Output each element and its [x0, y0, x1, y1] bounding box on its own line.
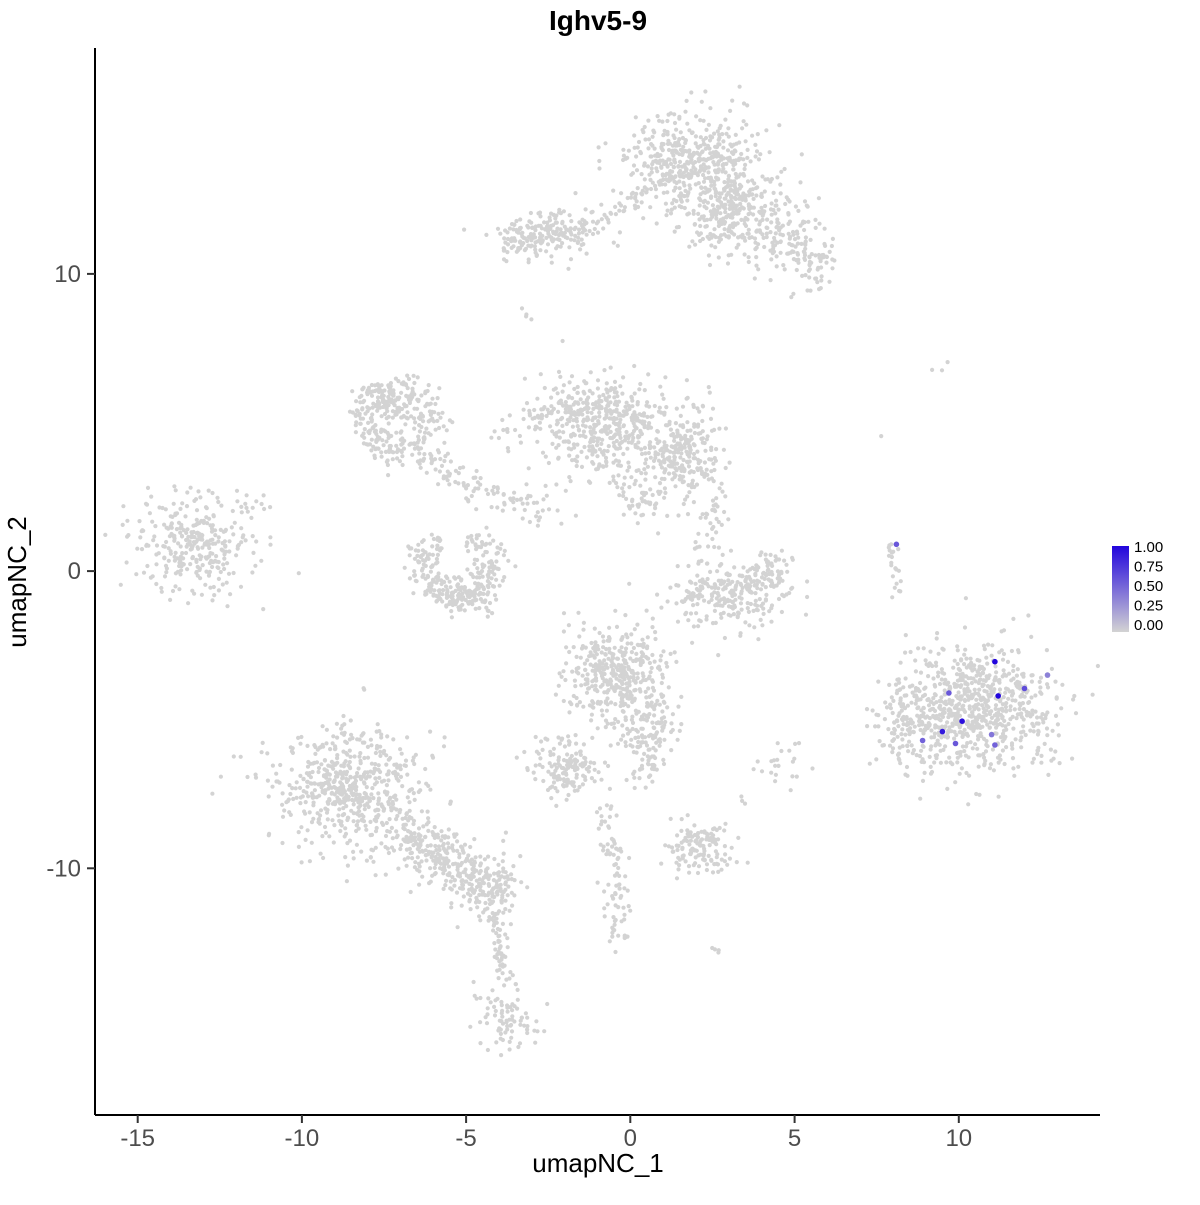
- colorbar-gradient: [1112, 546, 1129, 632]
- colorbar-labels: 1.000.750.500.250.00: [1134, 539, 1163, 634]
- plot-title: Ighv5-9: [549, 5, 647, 36]
- colorbar-legend: 1.000.750.500.250.00: [1112, 539, 1163, 634]
- background-points-layer: [103, 85, 1100, 1058]
- x-axis-label: umapNC_1: [532, 1148, 664, 1178]
- y-axis-label: umapNC_2: [2, 516, 32, 648]
